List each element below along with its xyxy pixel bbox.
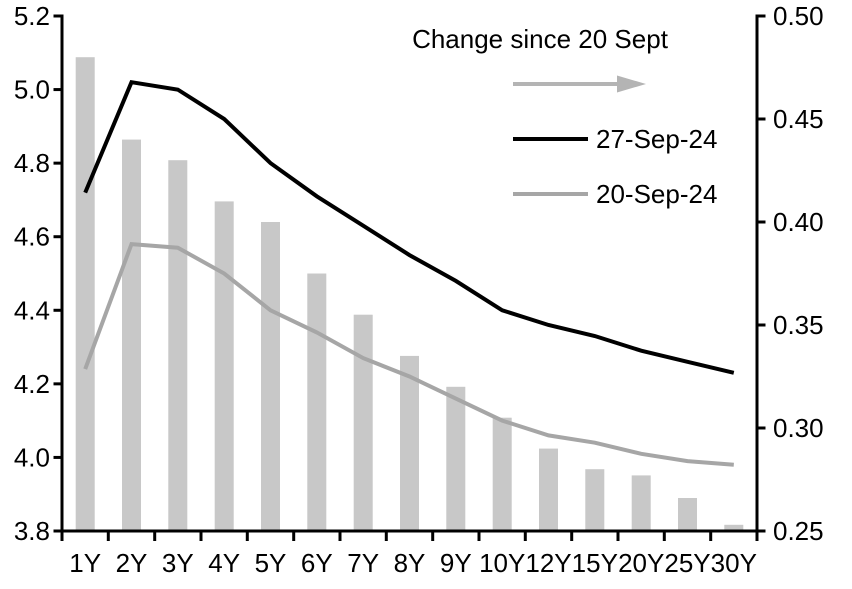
right-tick-label: 0.30 bbox=[773, 413, 824, 443]
x-tick-label: 15Y bbox=[572, 548, 618, 578]
left-tick-label: 4.2 bbox=[14, 369, 50, 399]
axes-layer bbox=[53, 14, 766, 541]
legend-label-27sep: 27-Sep-24 bbox=[596, 124, 717, 154]
x-tick-label: 1Y bbox=[69, 548, 101, 578]
bar-3Y bbox=[168, 160, 188, 531]
bar-8Y bbox=[400, 355, 419, 531]
right-tick-label: 0.50 bbox=[773, 1, 824, 31]
x-tick-label: 5Y bbox=[255, 548, 287, 578]
x-tick-label: 9Y bbox=[440, 548, 472, 578]
right-tick-label: 0.35 bbox=[773, 310, 824, 340]
bar-1Y bbox=[75, 57, 95, 531]
left-tick-label: 4.0 bbox=[14, 442, 50, 472]
legend-annotation: Change since 20 Sept bbox=[412, 24, 669, 54]
bar-30Y bbox=[724, 524, 744, 531]
bar-9Y bbox=[446, 386, 466, 531]
left-tick-label: 4.8 bbox=[14, 148, 50, 178]
x-tick-label: 25Y bbox=[664, 548, 710, 578]
bars-layer bbox=[75, 57, 744, 531]
bar-6Y bbox=[307, 273, 327, 531]
x-tick-label: 4Y bbox=[208, 548, 240, 578]
x-tick-label: 12Y bbox=[525, 548, 571, 578]
left-tick-label: 4.6 bbox=[14, 222, 50, 252]
series-line-27-Sep-24 bbox=[83, 79, 735, 375]
right-arrow-icon bbox=[513, 75, 646, 93]
x-tick-label: 6Y bbox=[301, 548, 333, 578]
x-tick-label: 30Y bbox=[711, 548, 757, 578]
right-tick-label: 0.45 bbox=[773, 104, 824, 134]
lines-layer bbox=[83, 79, 735, 467]
x-tick-label: 2Y bbox=[116, 548, 148, 578]
bar-15Y bbox=[585, 469, 605, 531]
bar-10Y bbox=[492, 417, 512, 531]
series-line-20-Sep-24 bbox=[83, 241, 734, 467]
x-tick-label: 20Y bbox=[618, 548, 664, 578]
right-tick-label: 0.25 bbox=[773, 516, 824, 546]
bar-7Y bbox=[353, 314, 373, 531]
left-tick-label: 5.2 bbox=[14, 1, 50, 31]
bar-5Y bbox=[261, 222, 280, 531]
bar-12Y bbox=[539, 448, 558, 531]
labels-layer: 5.2 5.0 4.8 4.6 4.4 4.2 4.0 3.8 0.50 0.45 0.40 0.35… bbox=[14, 1, 824, 578]
left-tick-label: 3.8 bbox=[14, 516, 50, 546]
x-tick-label: 7Y bbox=[347, 548, 379, 578]
bar-2Y bbox=[122, 139, 141, 531]
right-tick-label: 0.40 bbox=[773, 207, 824, 237]
legend: Change since 20 Sept 27-Sep-24 20-Sep-24 bbox=[412, 24, 717, 209]
legend-label-20sep: 20-Sep-24 bbox=[596, 179, 717, 209]
x-tick-label: 10Y bbox=[479, 548, 525, 578]
left-tick-label: 4.4 bbox=[14, 295, 50, 325]
bar-20Y bbox=[631, 475, 651, 531]
x-tick-label: 8Y bbox=[394, 548, 426, 578]
bar-25Y bbox=[678, 498, 697, 531]
bar-4Y bbox=[214, 201, 234, 531]
left-tick-label: 5.0 bbox=[14, 75, 50, 105]
x-tick-label: 3Y bbox=[162, 548, 194, 578]
